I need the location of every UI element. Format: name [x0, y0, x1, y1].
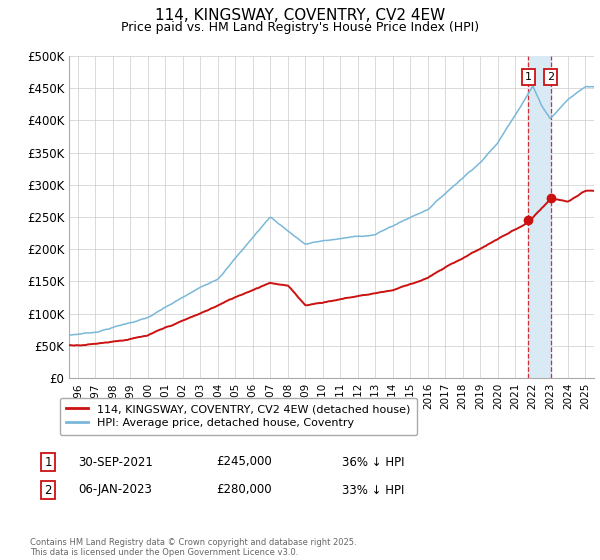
- Text: Contains HM Land Registry data © Crown copyright and database right 2025.
This d: Contains HM Land Registry data © Crown c…: [30, 538, 356, 557]
- Text: 2: 2: [44, 483, 52, 497]
- Text: 1: 1: [44, 455, 52, 469]
- Text: £245,000: £245,000: [216, 455, 272, 469]
- Text: 36% ↓ HPI: 36% ↓ HPI: [342, 455, 404, 469]
- Text: 114, KINGSWAY, COVENTRY, CV2 4EW: 114, KINGSWAY, COVENTRY, CV2 4EW: [155, 8, 445, 24]
- Text: 06-JAN-2023: 06-JAN-2023: [78, 483, 152, 497]
- Bar: [529, 56, 551, 378]
- Text: 1: 1: [525, 72, 532, 82]
- Text: Price paid vs. HM Land Registry's House Price Index (HPI): Price paid vs. HM Land Registry's House …: [121, 21, 479, 34]
- Text: 33% ↓ HPI: 33% ↓ HPI: [342, 483, 404, 497]
- Text: 30-SEP-2021: 30-SEP-2021: [78, 455, 153, 469]
- Text: £280,000: £280,000: [216, 483, 272, 497]
- Text: 2: 2: [547, 72, 554, 82]
- Legend: 114, KINGSWAY, COVENTRY, CV2 4EW (detached house), HPI: Average price, detached : 114, KINGSWAY, COVENTRY, CV2 4EW (detach…: [59, 398, 418, 435]
